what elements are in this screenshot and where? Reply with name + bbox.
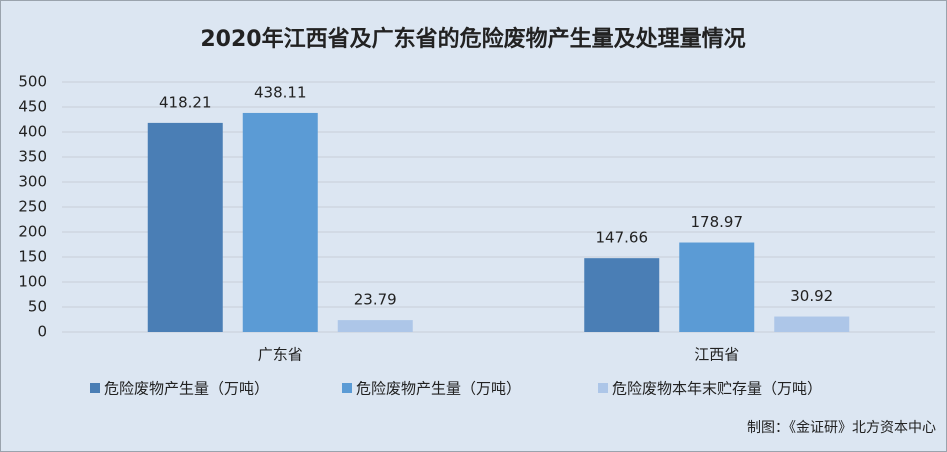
legend-swatch xyxy=(598,383,608,393)
y-tick-label: 450 xyxy=(18,98,47,116)
bar xyxy=(774,316,850,332)
y-tick-label: 150 xyxy=(18,248,47,266)
legend-label: 危险废物本年末贮存量（万吨） xyxy=(612,380,822,398)
bar xyxy=(679,242,755,332)
y-tick-label: 400 xyxy=(18,123,47,141)
y-tick-label: 500 xyxy=(18,73,47,91)
y-tick-label: 350 xyxy=(18,148,47,166)
value-label: 23.79 xyxy=(354,291,397,309)
value-label: 438.11 xyxy=(254,83,307,101)
bar xyxy=(584,258,660,332)
y-tick-label: 100 xyxy=(18,273,47,291)
y-tick-label: 300 xyxy=(18,173,47,191)
x-tick-label: 广东省 xyxy=(258,346,303,364)
bar xyxy=(147,122,223,333)
legend-swatch xyxy=(342,383,352,393)
value-label: 418.21 xyxy=(159,93,212,111)
legend-label: 危险废物产生量（万吨） xyxy=(356,380,521,398)
bar xyxy=(337,320,413,332)
bar xyxy=(242,112,318,332)
value-label: 30.92 xyxy=(790,287,833,305)
y-tick-label: 200 xyxy=(18,223,47,241)
legend-label: 危险废物产生量（万吨） xyxy=(104,380,269,398)
y-tick-label: 250 xyxy=(18,198,47,216)
source-note: 制图：《金证研》北方资本中心 xyxy=(747,420,936,436)
value-label: 147.66 xyxy=(596,229,649,247)
y-tick-label: 50 xyxy=(28,298,47,316)
x-tick-label: 江西省 xyxy=(694,346,739,364)
value-label: 178.97 xyxy=(691,213,744,231)
legend-swatch xyxy=(90,383,100,393)
chart-title: 2020年江西省及广东省的危险废物产生量及处理量情况 xyxy=(200,26,745,52)
y-tick-label: 0 xyxy=(37,323,47,341)
